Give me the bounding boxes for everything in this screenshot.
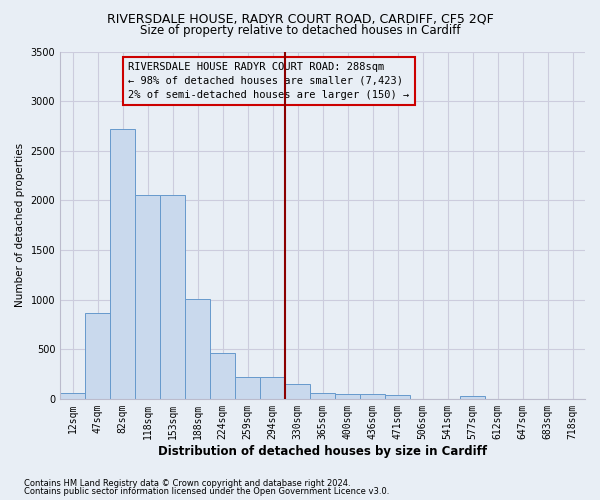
Bar — [460, 396, 485, 399]
Bar — [335, 394, 360, 399]
Bar — [60, 393, 85, 399]
Bar — [235, 376, 260, 399]
Bar — [160, 196, 185, 399]
Text: RIVERSDALE HOUSE, RADYR COURT ROAD, CARDIFF, CF5 2QF: RIVERSDALE HOUSE, RADYR COURT ROAD, CARD… — [107, 12, 493, 26]
Bar — [385, 396, 410, 399]
Bar — [110, 129, 135, 399]
Y-axis label: Number of detached properties: Number of detached properties — [15, 143, 25, 307]
X-axis label: Distribution of detached houses by size in Cardiff: Distribution of detached houses by size … — [158, 444, 487, 458]
Bar — [185, 298, 210, 399]
Text: Contains public sector information licensed under the Open Government Licence v3: Contains public sector information licen… — [24, 487, 389, 496]
Text: Size of property relative to detached houses in Cardiff: Size of property relative to detached ho… — [140, 24, 460, 37]
Bar — [210, 353, 235, 399]
Bar — [285, 384, 310, 399]
Text: Contains HM Land Registry data © Crown copyright and database right 2024.: Contains HM Land Registry data © Crown c… — [24, 478, 350, 488]
Bar — [260, 378, 285, 399]
Bar — [360, 394, 385, 399]
Text: RIVERSDALE HOUSE RADYR COURT ROAD: 288sqm
← 98% of detached houses are smaller (: RIVERSDALE HOUSE RADYR COURT ROAD: 288sq… — [128, 62, 410, 100]
Bar — [85, 314, 110, 399]
Bar — [310, 394, 335, 399]
Bar — [135, 196, 160, 399]
